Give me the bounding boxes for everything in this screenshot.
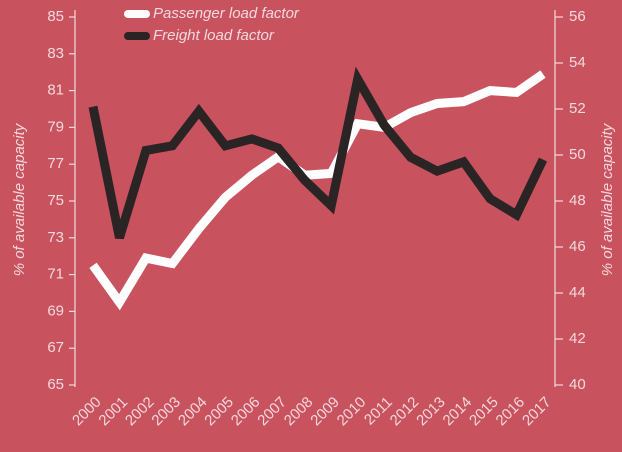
y-tick-label: 75 <box>47 192 64 209</box>
y2-tick-label: 48 <box>569 192 586 209</box>
y-tick-label: 81 <box>47 82 64 99</box>
y2-tick-label: 44 <box>569 284 586 301</box>
y-tick-label: 85 <box>47 8 64 25</box>
y2-tick-label: 46 <box>569 238 586 255</box>
y-tick-label: 65 <box>47 376 64 393</box>
y-tick-label: 67 <box>47 339 64 356</box>
legend-label: Passenger load factor <box>153 5 300 22</box>
chart: % of available capacity % of available c… <box>0 0 622 452</box>
y-axis-label: % of available capacity <box>11 122 28 276</box>
y2-tick-label: 56 <box>569 8 586 25</box>
y2-axis-label: % of available capacity <box>599 122 616 276</box>
y2-tick-label: 52 <box>569 100 586 117</box>
y2-tick-label: 40 <box>569 376 586 393</box>
background <box>0 0 622 452</box>
y-tick-label: 73 <box>47 229 64 246</box>
y2-tick-label: 50 <box>569 146 586 163</box>
y-tick-label: 79 <box>47 118 64 135</box>
y-tick-label: 83 <box>47 45 64 62</box>
y2-tick-label: 54 <box>569 54 586 71</box>
y2-tick-label: 42 <box>569 330 586 347</box>
y-tick-label: 77 <box>47 155 64 172</box>
legend-label: Freight load factor <box>153 27 275 44</box>
y-tick-label: 69 <box>47 302 64 319</box>
y-tick-label: 71 <box>47 266 64 283</box>
